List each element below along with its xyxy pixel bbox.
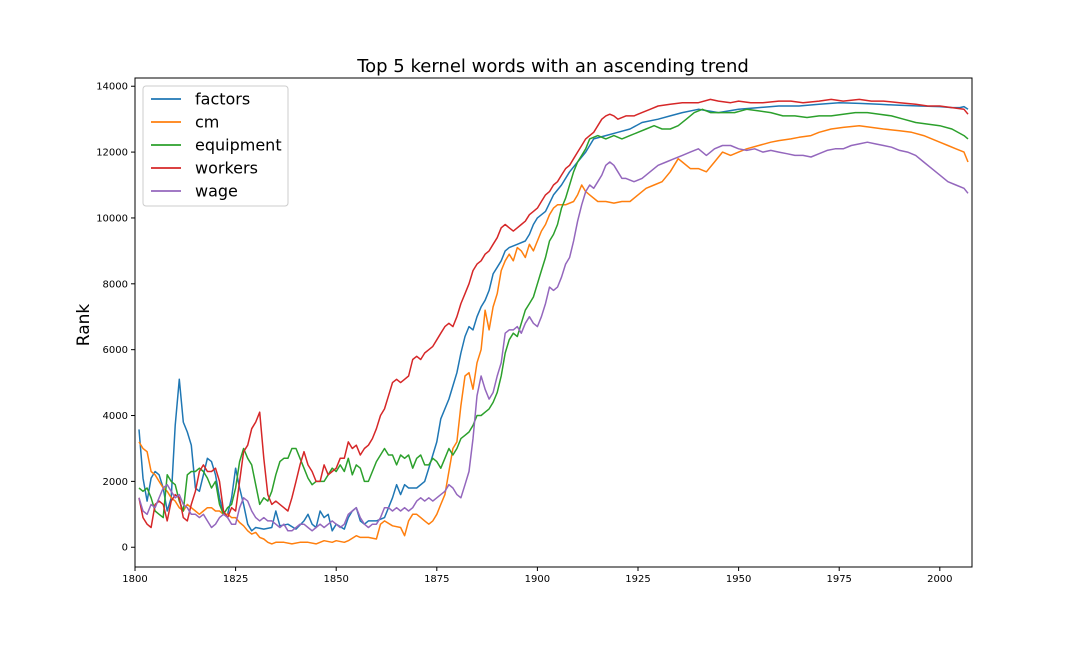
x-tick-label: 1975 [826,574,851,585]
y-tick-label: 8000 [103,279,128,290]
x-axis: 1800 1825 1850 1875 1900 1925 1950 1975 2000 [122,567,953,585]
x-tick-label: 1925 [625,574,650,585]
y-tick-label: 14000 [96,82,128,93]
legend-label-equipment: equipment [195,136,282,155]
series-line-workers [138,98,969,529]
x-tick-label: 1875 [424,574,449,585]
y-axis-label: Rank [74,304,94,347]
chart-title: Top 5 kernel words with an ascending tre… [356,56,749,77]
x-tick-label: 1800 [122,574,147,585]
series-line-factors [138,101,969,532]
y-tick-label: 2000 [103,477,128,488]
y-tick-label: 12000 [96,148,128,159]
legend-label-wage: wage [195,182,238,201]
x-tick-label: 2000 [927,574,952,585]
x-tick-label: 1900 [525,574,550,585]
x-tick-label: 1825 [223,574,248,585]
legend-box [142,85,289,207]
series-line-wage [138,141,969,532]
y-tick-label: 10000 [96,213,128,224]
legend: factors cm equipment workers wage [142,85,289,207]
y-tick-label: 6000 [103,345,128,356]
y-tick-label: 0 [122,543,128,554]
legend-label-factors: factors [195,90,250,109]
y-tick-label: 4000 [103,411,128,422]
x-tick-label: 1950 [726,574,751,585]
y-axis: 0 2000 4000 6000 8000 10000 12000 14000 [96,82,135,554]
series-group [138,98,969,545]
x-tick-label: 1850 [323,574,348,585]
plot-area-frame [134,77,973,568]
legend-label-cm: cm [195,113,219,132]
series-line-equipment [138,108,969,519]
legend-label-workers: workers [195,159,258,178]
series-line-cm [138,124,969,545]
